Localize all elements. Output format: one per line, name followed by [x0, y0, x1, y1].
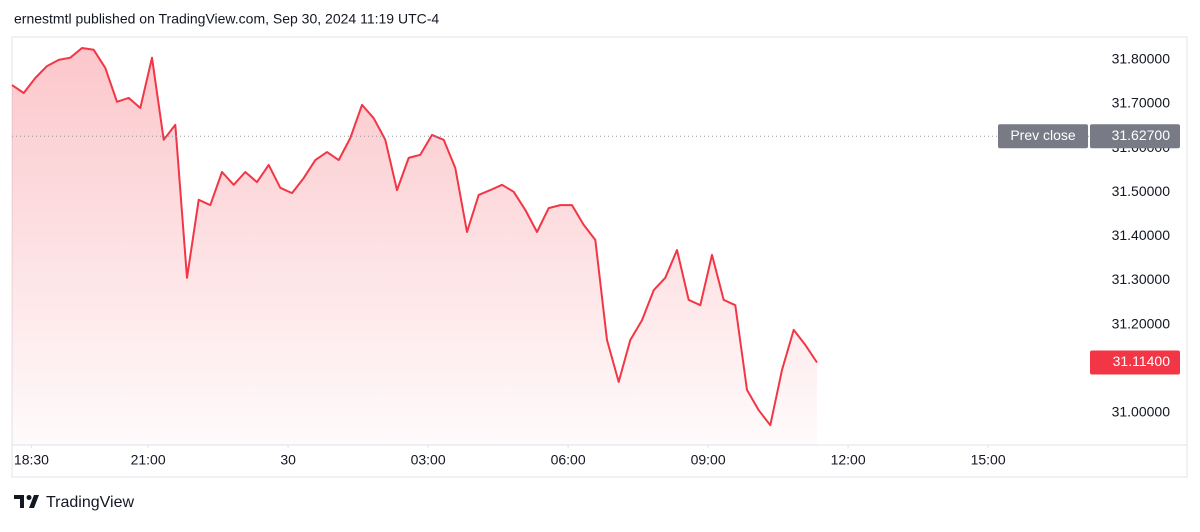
y-tick-label: 31.30000	[1112, 271, 1171, 287]
prev-close-name: Prev close	[1010, 127, 1076, 143]
area-fill	[12, 48, 817, 445]
y-tick-label: 31.00000	[1112, 404, 1171, 420]
publish-line: ernestmtl published on TradingView.com, …	[14, 11, 439, 27]
logo: TradingView	[14, 494, 134, 511]
y-tick-label: 31.40000	[1112, 227, 1171, 243]
x-tick-label: 03:00	[411, 452, 446, 468]
logo-mark	[14, 495, 24, 508]
y-tick-label: 31.80000	[1112, 51, 1171, 67]
x-tick-label: 06:00	[551, 452, 586, 468]
price-line	[11, 47, 818, 427]
prev-close-label: 31.62700	[1112, 127, 1171, 143]
x-tick-label: 09:00	[691, 452, 726, 468]
y-tick-label: 31.20000	[1112, 315, 1171, 331]
x-tick-label: 30	[280, 452, 296, 468]
x-tick-label: 21:00	[131, 452, 166, 468]
y-tick-label: 31.50000	[1112, 183, 1171, 199]
prev-close-name-box	[998, 124, 1088, 149]
last-price-box	[1090, 350, 1180, 375]
logo-dot	[26, 495, 32, 500]
x-tick-label: 12:00	[831, 452, 866, 468]
x-tick-label: 15:00	[971, 452, 1006, 468]
x-tick-label: 18:30	[14, 452, 49, 468]
logo-slash	[29, 495, 39, 508]
y-tick-label: 31.70000	[1112, 95, 1171, 111]
brand: TradingView	[46, 494, 134, 511]
last-price-label: 31.11400	[1113, 353, 1171, 369]
prev-close-box	[1090, 124, 1180, 149]
